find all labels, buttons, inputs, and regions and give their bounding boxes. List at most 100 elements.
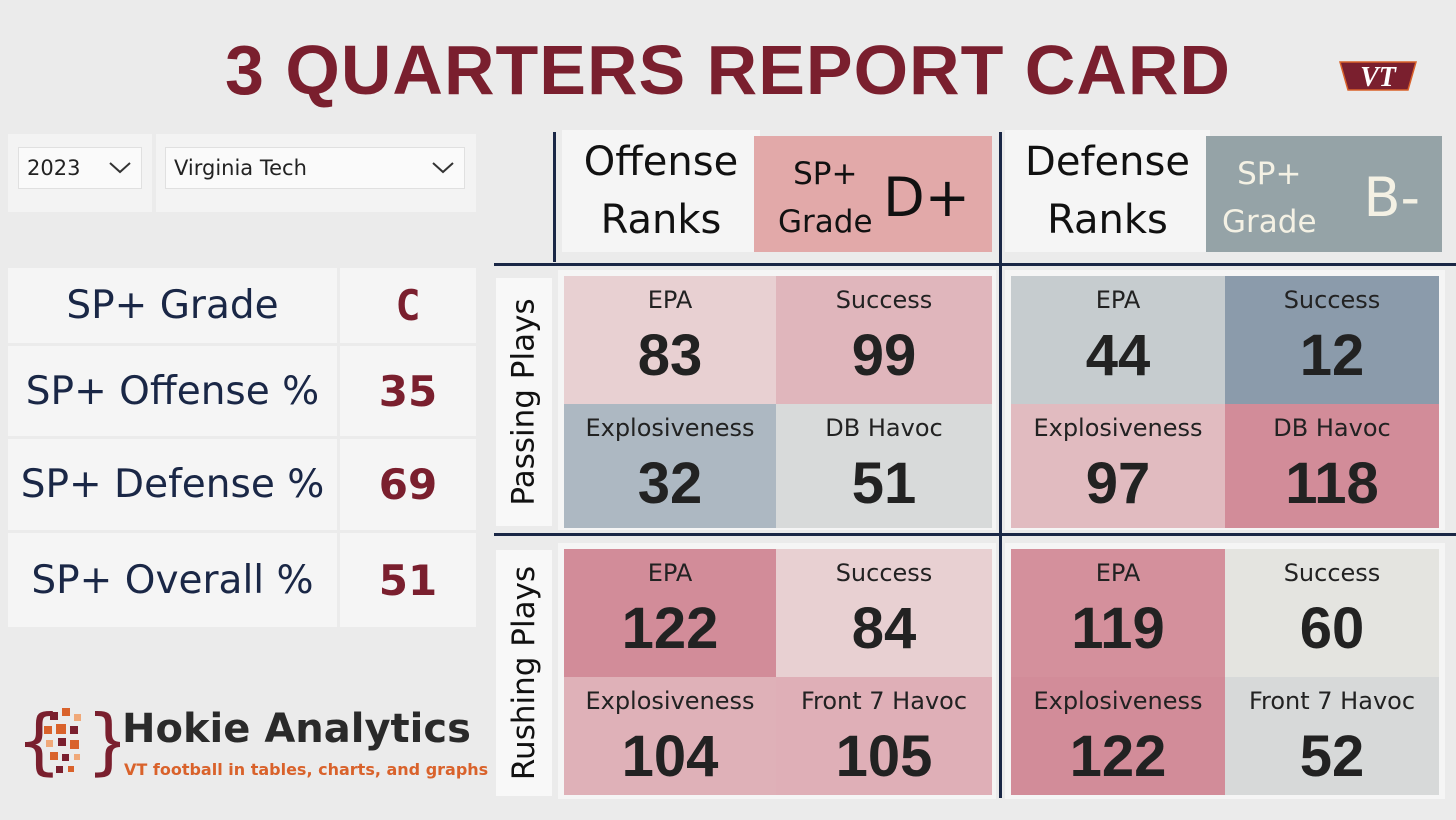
def-rush-epa-cell: EPA 119: [1011, 549, 1225, 677]
offense-grade-label1: SP+: [793, 156, 858, 192]
defense-grade-value: B-: [1363, 166, 1420, 229]
rushing-plays-label: Rushing Plays: [496, 550, 552, 796]
off-rush-success-cell: Success 84: [776, 549, 992, 677]
stat-value: 44: [1085, 323, 1151, 388]
stat-value: 99: [851, 323, 917, 388]
grid-divider: [494, 533, 1456, 536]
stat-value: 12: [1299, 323, 1365, 388]
stat-label: Explosiveness: [585, 414, 755, 442]
chevron-down-icon: [432, 162, 454, 174]
def-rush-havoc-cell: Front 7 Havoc 52: [1225, 677, 1439, 795]
stat-label: Success: [835, 559, 933, 587]
off-rush-havoc-cell: Front 7 Havoc 105: [776, 677, 992, 795]
def-pass-havoc-cell: DB Havoc 118: [1225, 404, 1439, 528]
off-pass-explosiveness-cell: Explosiveness 32: [564, 404, 776, 528]
year-dropdown-value: 2023: [27, 156, 81, 180]
off-rush-epa-cell: EPA 122: [564, 549, 776, 677]
stat-value: 104: [621, 724, 719, 789]
defense-grade-card: SP+ Grade B-: [1206, 136, 1442, 252]
passing-plays-label: Passing Plays: [496, 278, 552, 526]
stat-value: 105: [835, 724, 933, 789]
sp-grade-value: C: [340, 268, 476, 343]
defense-passing-quadrant: EPA 44 Success 12 Explosiveness 97 DB Havoc 118: [1005, 270, 1445, 530]
table-row: SP+ Offense % 35: [8, 346, 476, 439]
stat-label: DB Havoc: [1273, 414, 1391, 442]
year-dropdown[interactable]: 2023: [18, 147, 142, 189]
off-pass-epa-cell: EPA 83: [564, 276, 776, 404]
stat-label: Success: [1283, 559, 1381, 587]
stat-label: Explosiveness: [1033, 687, 1203, 715]
grid-divider: [999, 132, 1002, 798]
brand-tagline: VT football in tables, charts, and graph…: [124, 760, 489, 779]
sp-defense-value: 69: [340, 439, 476, 530]
sp-offense-value: 35: [340, 346, 476, 436]
stat-label: EPA: [1095, 286, 1141, 314]
offense-passing-quadrant: EPA 83 Success 99 Explosiveness 32 DB Havoc 51: [558, 270, 996, 530]
stat-label: Explosiveness: [1033, 414, 1203, 442]
stat-value: 83: [637, 323, 703, 388]
rushing-plays-text: Rushing Plays: [506, 565, 542, 781]
stat-value: 118: [1285, 451, 1379, 516]
vt-logo-icon: VT: [1339, 61, 1417, 93]
stat-value: 60: [1299, 596, 1365, 661]
sp-overall-value: 51: [340, 533, 476, 627]
defense-grade-label2: Grade: [1222, 204, 1317, 240]
defense-rushing-quadrant: EPA 119 Success 60 Explosiveness 122 Front 7 H…: [1005, 543, 1445, 799]
def-pass-success-cell: Success 12: [1225, 276, 1439, 404]
passing-plays-text: Passing Plays: [506, 298, 543, 506]
chevron-down-icon: [109, 162, 131, 174]
stat-label: EPA: [647, 286, 693, 314]
svg-text:VT: VT: [1360, 62, 1398, 93]
offense-ranks-header: Offense Ranks: [562, 130, 760, 252]
team-dropdown[interactable]: Virginia Tech: [165, 147, 465, 189]
def-pass-explosiveness-cell: Explosiveness 97: [1011, 404, 1225, 528]
stat-label: Success: [1283, 286, 1381, 314]
off-rush-explosiveness-cell: Explosiveness 104: [564, 677, 776, 795]
stat-value: 32: [637, 451, 703, 516]
stat-value: 119: [1071, 596, 1165, 661]
off-pass-success-cell: Success 99: [776, 276, 992, 404]
stat-value: 51: [851, 451, 917, 516]
offense-grade-value: D+: [883, 166, 970, 229]
table-row: SP+ Overall % 51: [8, 533, 476, 627]
def-rush-success-cell: Success 60: [1225, 549, 1439, 677]
defense-ranks-header: Defense Ranks: [1005, 130, 1210, 252]
defense-header-line2: Ranks: [1047, 197, 1168, 243]
stat-value: 52: [1299, 724, 1365, 789]
stat-label: Front 7 Havoc: [1248, 687, 1416, 715]
offense-grade-label2: Grade: [778, 204, 873, 240]
year-slicer-panel: 2023: [8, 134, 152, 212]
stat-label: DB Havoc: [825, 414, 943, 442]
stat-label: EPA: [647, 559, 693, 587]
sp-defense-label: SP+ Defense %: [8, 439, 340, 530]
sp-overall-label: SP+ Overall %: [8, 533, 340, 627]
sp-offense-label: SP+ Offense %: [8, 346, 340, 436]
stat-value: 84: [851, 596, 917, 661]
grid-divider: [553, 132, 556, 262]
stat-label: Explosiveness: [585, 687, 755, 715]
offense-header-line2: Ranks: [600, 197, 722, 243]
grid-divider: [494, 263, 1456, 266]
stat-value: 122: [621, 596, 719, 661]
stat-value: 122: [1069, 724, 1167, 789]
sp-grade-label: SP+ Grade: [8, 268, 340, 343]
offense-header-line1: Offense: [583, 139, 739, 185]
table-row: SP+ Grade C: [8, 268, 476, 346]
hokie-analytics-logo-icon: { }: [16, 700, 120, 783]
stat-label: Success: [835, 286, 933, 314]
defense-grade-label1: SP+: [1237, 156, 1302, 192]
stat-label: Front 7 Havoc: [800, 687, 968, 715]
offense-grade-card: SP+ Grade D+: [754, 136, 992, 252]
off-pass-havoc-cell: DB Havoc 51: [776, 404, 992, 528]
sp-summary-table: SP+ Grade C SP+ Offense % 35 SP+ Defense…: [8, 268, 476, 627]
defense-header-line1: Defense: [1025, 139, 1190, 185]
stat-value: 97: [1085, 451, 1151, 516]
brand-name: Hokie Analytics: [122, 706, 471, 752]
svg-text:}: }: [86, 700, 120, 783]
team-dropdown-value: Virginia Tech: [174, 156, 307, 180]
stat-label: EPA: [1095, 559, 1141, 587]
page-title: 3 QUARTERS REPORT CARD: [225, 31, 1231, 109]
table-row: SP+ Defense % 69: [8, 439, 476, 533]
team-slicer-panel: Virginia Tech: [156, 134, 476, 212]
offense-rushing-quadrant: EPA 122 Success 84 Explosiveness 104 Front 7 H…: [558, 543, 996, 799]
